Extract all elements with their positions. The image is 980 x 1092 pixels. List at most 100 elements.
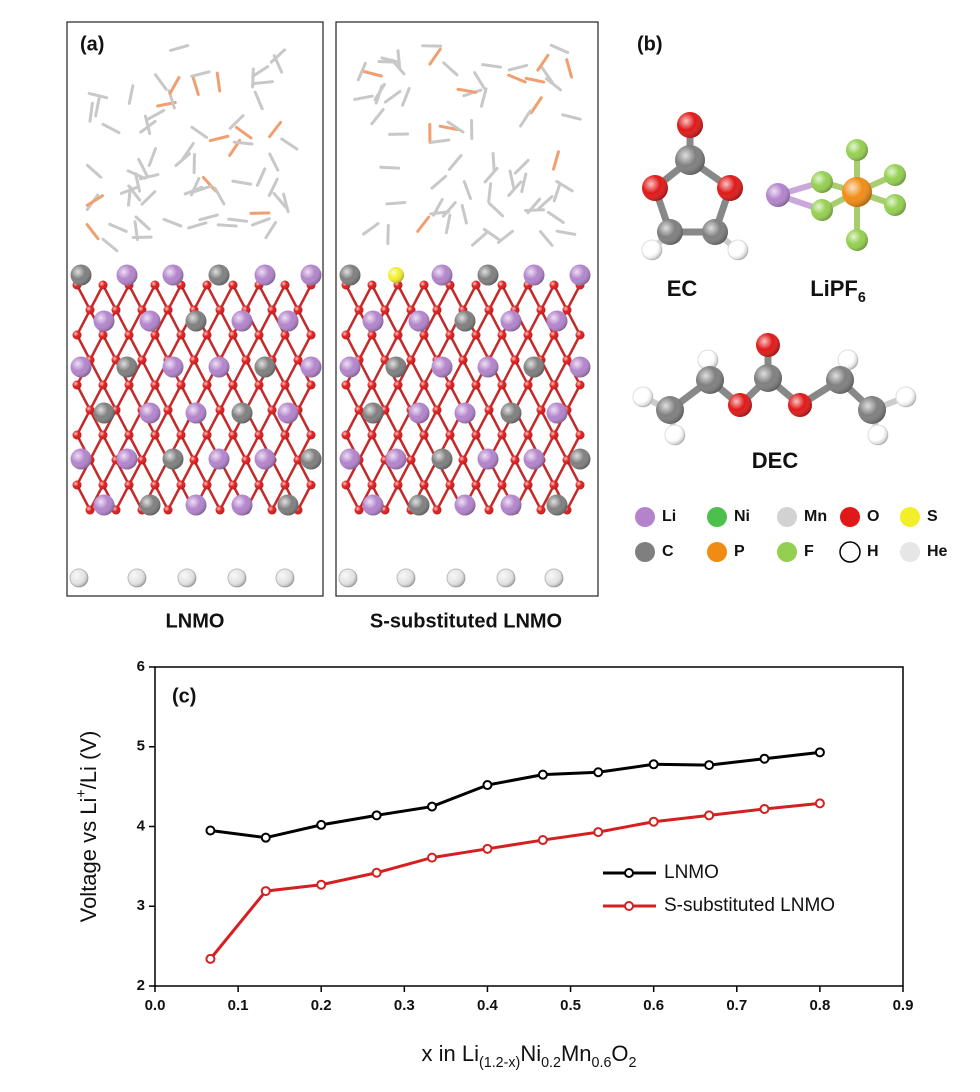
atom-shade (633, 387, 653, 407)
y-tick-label: 4 (137, 817, 146, 834)
data-point (594, 768, 602, 776)
molecule-stick (284, 194, 288, 211)
atom-shade (420, 431, 429, 440)
atom-shade (281, 481, 290, 490)
atom-shade (117, 449, 138, 470)
atom-shade (339, 569, 357, 587)
atom-shade (547, 403, 568, 424)
atom-shade (73, 431, 82, 440)
atom-shade (138, 356, 147, 365)
legend-label: Li (662, 508, 676, 525)
atom-shade (524, 431, 533, 440)
legend-swatch (900, 507, 920, 527)
atom-shade (409, 403, 430, 424)
atom-shade (485, 506, 494, 515)
x-tick-label: 0.5 (560, 997, 581, 1014)
atom-shade (163, 265, 184, 286)
text-part: EC (667, 276, 698, 301)
molecule-stick (485, 168, 497, 182)
legend-label: O (867, 508, 879, 525)
atom-shade (177, 481, 186, 490)
atom-shade (232, 403, 253, 424)
molecule-stick (155, 75, 166, 89)
atom-shade (550, 431, 559, 440)
atom-shade (255, 449, 276, 470)
data-point (650, 818, 658, 826)
atom-shade (368, 431, 377, 440)
molecule-stick (473, 233, 487, 245)
molecule-stick (364, 72, 381, 76)
molecule-stick (90, 103, 92, 121)
legend-swatch (635, 507, 655, 527)
atom-shade (177, 381, 186, 390)
atom-shade (307, 481, 316, 490)
molecule-stick (446, 215, 450, 233)
legend-marker (625, 902, 633, 910)
legend-swatch (840, 507, 860, 527)
legend-label: He (927, 543, 948, 560)
atom-shade (229, 331, 238, 340)
molecule-stick (489, 184, 491, 202)
molecule-stick (563, 115, 580, 119)
atom-shade (186, 311, 207, 332)
text-part: /Li (V) (76, 731, 101, 790)
atom-shade (570, 449, 591, 470)
atom-shade (99, 431, 108, 440)
atom-shade (228, 569, 246, 587)
molecule-stick (462, 205, 466, 223)
atom-shade (203, 331, 212, 340)
atom-shade (368, 381, 377, 390)
atom-shade (140, 403, 161, 424)
data-point (206, 955, 214, 963)
data-point (373, 811, 381, 819)
molecule-stick (483, 65, 501, 68)
atom-shade (255, 357, 276, 378)
molecule-stick (430, 49, 440, 64)
atom-shade (472, 431, 481, 440)
atom-shade (420, 331, 429, 340)
x-tick-label: 0.6 (643, 997, 664, 1014)
atom-shade (576, 431, 585, 440)
data-point (428, 854, 436, 862)
molecule-stick (210, 136, 227, 140)
atom-shade (478, 265, 499, 286)
molecule-stick (522, 174, 526, 192)
atom-shade (117, 357, 138, 378)
atom-shade (677, 112, 703, 138)
data-point (539, 771, 547, 779)
atom-shade (576, 331, 585, 340)
atom-shade (550, 331, 559, 340)
atom-shade (884, 194, 906, 216)
atom-shade (86, 406, 95, 415)
atom-shade (455, 311, 476, 332)
atom-shade (511, 356, 520, 365)
atom-shade (301, 265, 322, 286)
atom-shade (99, 381, 108, 390)
atom-shade (70, 569, 88, 587)
molecule-stick (252, 219, 269, 225)
atom-shade (342, 431, 351, 440)
data-point (317, 881, 325, 889)
atom-shade (702, 219, 728, 245)
atom-shade (278, 311, 299, 332)
data-point (262, 887, 270, 895)
caption: LNMO (166, 610, 225, 632)
atom-shade (242, 456, 251, 465)
molecule-stick (387, 202, 405, 203)
atom-shade (501, 495, 522, 516)
atom-shade (363, 403, 384, 424)
atom-shade (728, 240, 748, 260)
molecule-stick (270, 154, 278, 170)
data-point (483, 781, 491, 789)
data-point (594, 828, 602, 836)
molecule-stick (403, 88, 410, 105)
atom-shade (485, 306, 494, 315)
atom-shade (340, 449, 361, 470)
atom-shade (472, 381, 481, 390)
molecule-stick (270, 122, 281, 136)
data-point (705, 761, 713, 769)
atom-shade (216, 506, 225, 515)
atom-shade (268, 406, 277, 415)
atom-shade (472, 281, 481, 290)
molecule-stick (531, 98, 541, 113)
